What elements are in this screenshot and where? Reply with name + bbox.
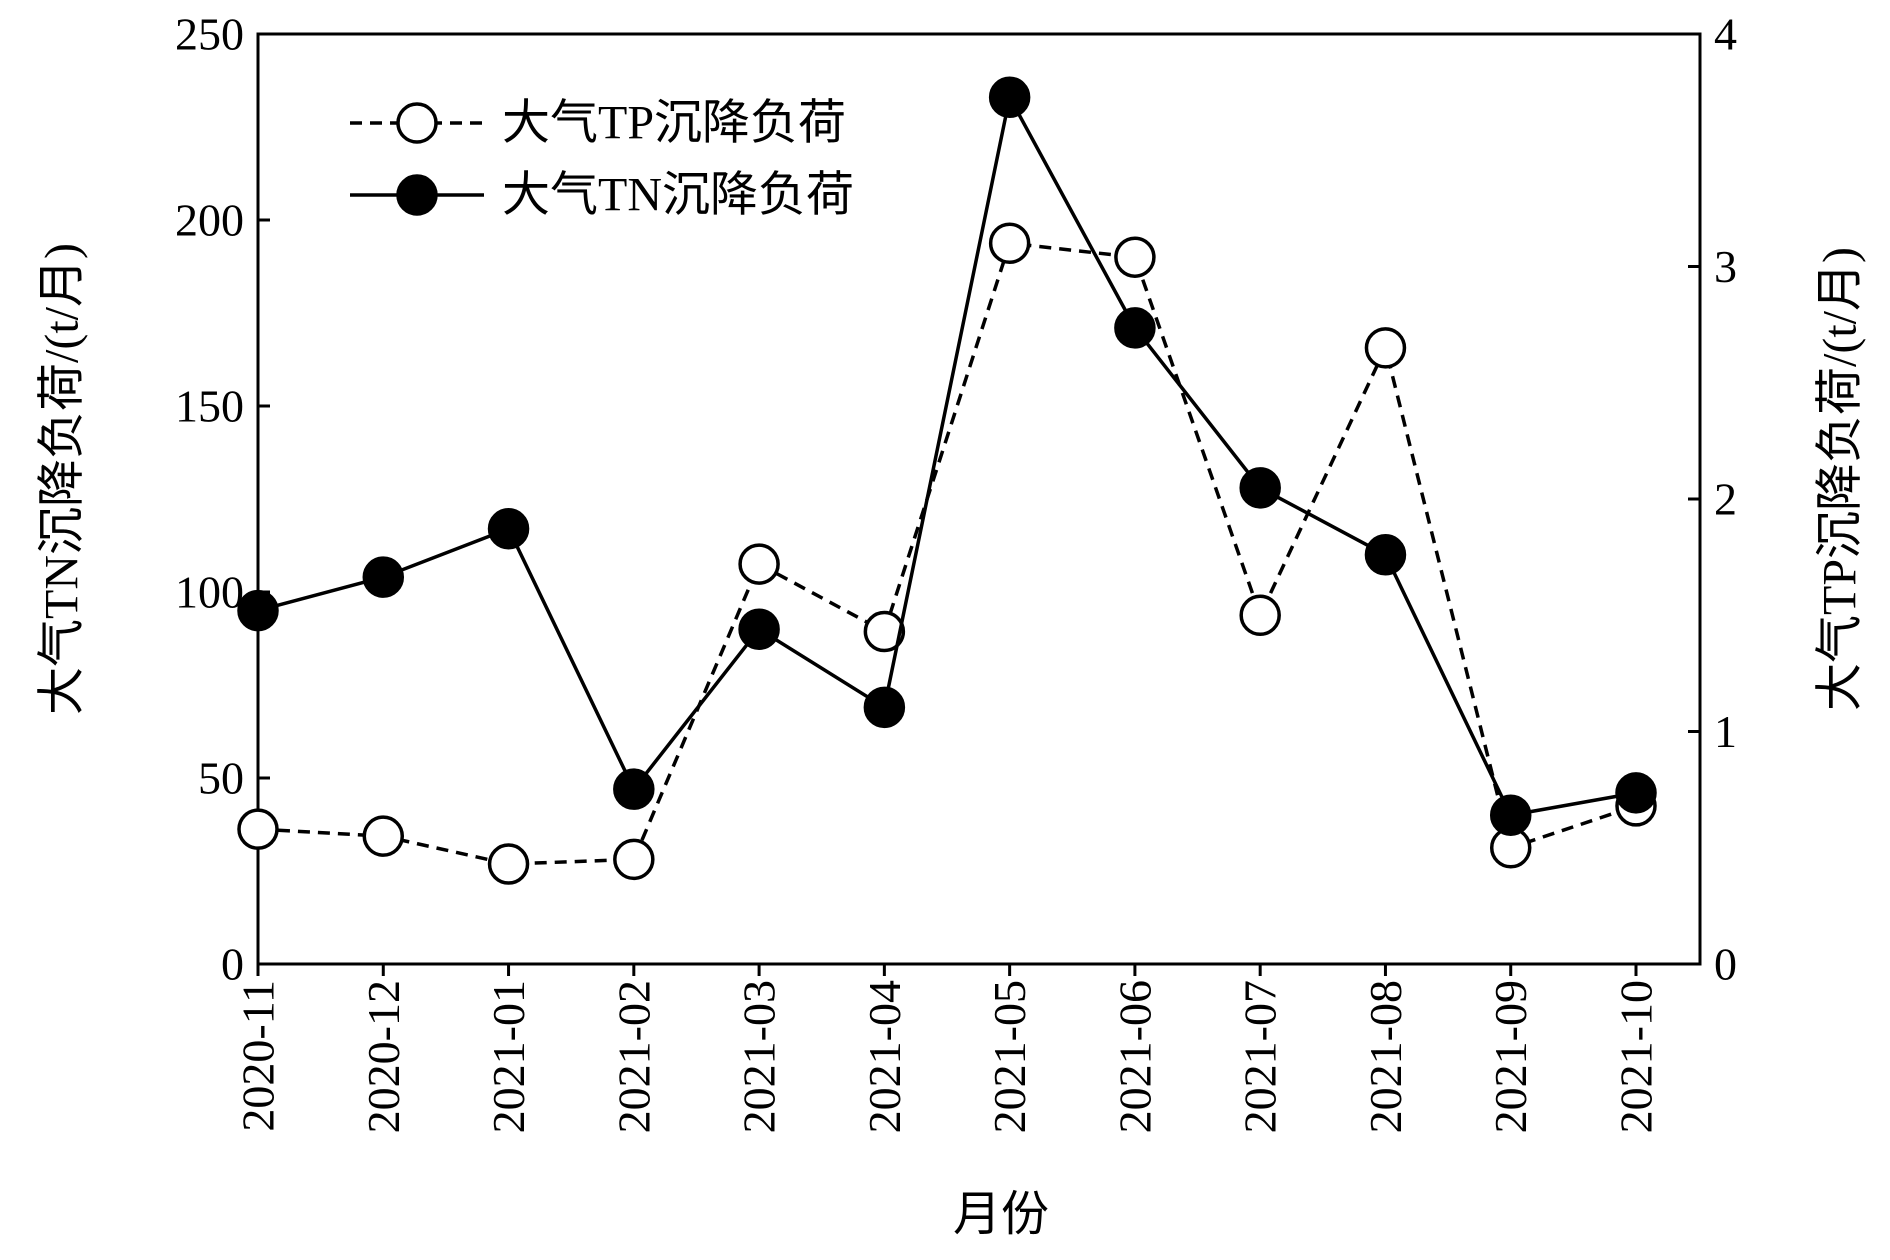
data-point	[738, 543, 780, 585]
x-tick-label: 2021-08	[1360, 980, 1411, 1133]
legend-marker	[396, 174, 438, 216]
data-point	[613, 768, 655, 810]
data-point	[362, 815, 405, 857]
data-point	[1114, 307, 1156, 349]
legend-label: 大气TP沉降负荷	[502, 97, 846, 150]
x-tick-label: 2020-11	[233, 980, 284, 1132]
x-axis-title: 月份	[953, 1188, 1049, 1241]
y-right-tick-label: 0	[1714, 939, 1737, 990]
data-point	[863, 686, 906, 729]
y-axis-right-title: 大气TP沉降负荷/(t/月)	[1814, 247, 1867, 711]
x-tick-label: 2021-10	[1611, 980, 1662, 1133]
legend-marker	[396, 102, 438, 144]
data-point	[487, 508, 530, 550]
data-point	[613, 838, 655, 881]
x-tick-label: 2021-02	[608, 980, 659, 1133]
data-point	[1364, 327, 1407, 369]
x-tick-label: 2021-05	[984, 980, 1035, 1133]
data-point	[1239, 467, 1281, 509]
y-left-tick-label: 0	[221, 939, 244, 990]
y-right-tick-label: 3	[1714, 241, 1737, 292]
series-tn	[237, 76, 1657, 836]
x-tick-label: 2021-06	[1109, 980, 1160, 1133]
data-point	[988, 222, 1031, 264]
series-layer	[237, 76, 1657, 885]
y-left-tick-label: 250	[175, 9, 244, 60]
y-left-tick-label: 200	[175, 195, 244, 246]
y-right-tick-label: 1	[1714, 706, 1737, 757]
data-point	[237, 589, 279, 632]
y-left-tick-label: 50	[198, 753, 244, 804]
data-point	[1114, 236, 1156, 278]
data-point	[237, 808, 279, 850]
data-point	[738, 608, 780, 650]
x-tick-label: 2021-07	[1235, 980, 1286, 1133]
x-tick-label: 2020-12	[358, 980, 409, 1133]
x-tick-label: 2021-03	[734, 980, 785, 1133]
data-point	[487, 843, 530, 885]
axes: 0 50 100 150 200 250 0 1 2 3 4 2020-11 2020-12 2021-0…	[175, 9, 1737, 1134]
y-left-tick-label: 100	[175, 567, 244, 618]
legend-item: 大气TN沉降负荷	[350, 169, 854, 222]
x-tick-label: 2021-09	[1485, 980, 1536, 1133]
plot-frame	[256, 32, 1702, 966]
legend-label: 大气TN沉降负荷	[502, 169, 854, 222]
data-point	[1364, 534, 1407, 576]
series-line	[257, 92, 1637, 818]
series-tp	[237, 222, 1657, 885]
x-tick-label: 2021-04	[859, 980, 910, 1133]
data-point	[1615, 772, 1657, 814]
y-left-tick-label: 150	[175, 381, 244, 432]
y-axis-left-title: 大气TN沉降负荷/(t/月)	[36, 243, 89, 715]
data-point	[1239, 594, 1281, 636]
y-right-tick-label: 2	[1714, 474, 1737, 525]
y-right-tick-label: 4	[1714, 9, 1737, 60]
data-point	[1489, 794, 1532, 836]
series-line	[257, 241, 1637, 866]
data-point	[863, 610, 906, 653]
data-point	[988, 76, 1031, 118]
x-tick-label: 2021-01	[483, 980, 534, 1133]
data-point	[362, 556, 405, 598]
legend-item: 大气TP沉降负荷	[350, 97, 846, 150]
